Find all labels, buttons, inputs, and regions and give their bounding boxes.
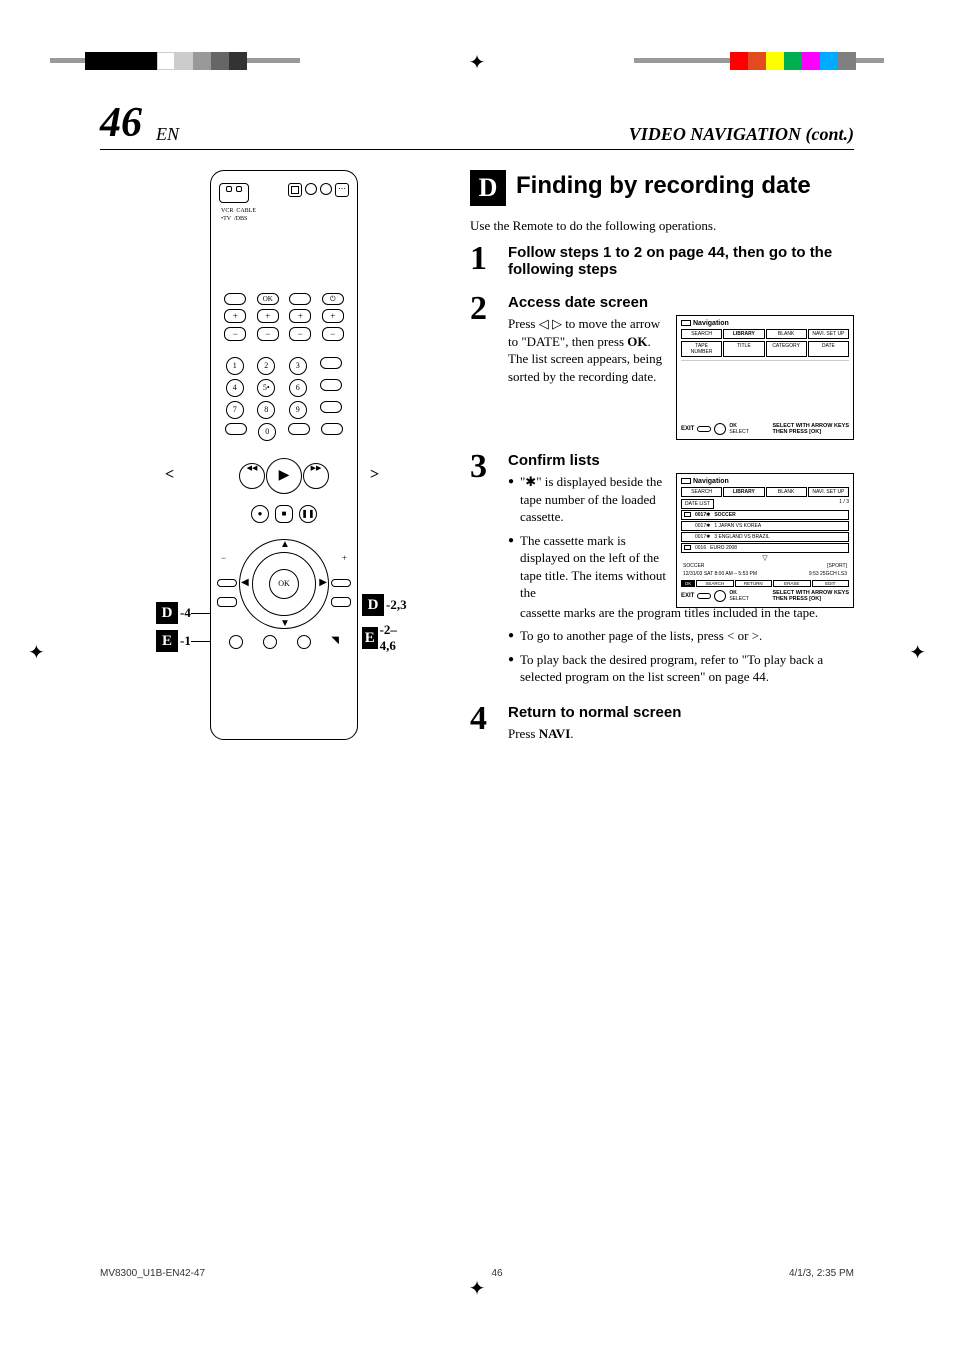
remote-body: ⋯ VCR CABLE •TV /DBS OK ⏻ ++++ −−−− 123 … (210, 170, 358, 740)
remote-minus-row[interactable]: −−−− (219, 327, 349, 341)
step-2: 2 Access date screen Press ◁ ▷ to move t… (470, 292, 854, 440)
remote-rec-button[interactable]: ● (251, 505, 269, 523)
page-header: 46 EN VIDEO NAVIGATION (cont.) (100, 110, 854, 150)
callout-d23: D-2,3 (362, 594, 407, 616)
section-title: Finding by recording date (516, 170, 811, 199)
footer-page: 46 (491, 1268, 502, 1279)
remote-ok-button[interactable]: OK (257, 293, 279, 305)
callout-angle-right: > (370, 466, 379, 484)
remote-switch-label: VCR CABLE •TV /DBS (221, 207, 349, 223)
color-swatches (730, 52, 856, 70)
section-heading: D Finding by recording date (470, 170, 854, 206)
print-footer: MV8300_U1B-EN42-47 46 4/1/3, 2:35 PM (100, 1268, 854, 1279)
section-letter-box: D (470, 170, 506, 206)
step-3-bullets: "✱" is displayed beside the tape number … (508, 473, 666, 602)
section-intro: Use the Remote to do the following opera… (470, 218, 854, 234)
step-3-continuation: cassette marks are the program titles in… (508, 604, 854, 622)
footer-file: MV8300_U1B-EN42-47 (100, 1268, 205, 1279)
remote-stop-button[interactable]: ■ (275, 505, 293, 523)
osd-screenshot-2: Navigation SEARCHLIBRARYBLANKNAVI. SET U… (676, 473, 854, 608)
bw-swatches (85, 52, 247, 70)
callout-angle-left: < (165, 466, 174, 484)
footer-timestamp: 4/1/3, 2:35 PM (789, 1268, 854, 1279)
header-title: VIDEO NAVIGATION (cont.) (629, 124, 854, 145)
remote-illustration: < > D-4 E-1 D-2,3 E-2–4,6 (100, 170, 390, 740)
step-2-text: Press ◁ ▷ to move the arrow to "DATE", t… (508, 315, 666, 385)
registration-mark-icon: ✦ (469, 1276, 486, 1301)
registration-mark-icon: ✦ (469, 50, 486, 75)
step-4-text: Press NAVI. (508, 725, 854, 743)
step-3-bullets-wide: To go to another page of the lists, pres… (508, 627, 854, 686)
remote-digit-row[interactable]: 45•6 (219, 379, 349, 397)
page-number: 46 (100, 99, 142, 147)
callout-e246: E-2–4,6 (362, 622, 403, 654)
osd-screenshot-1: Navigation SEARCHLIBRARYBLANKNAVI. SET U… (676, 315, 854, 440)
step-1: 1 Follow steps 1 to 2 on page 44, then g… (470, 242, 854, 282)
remote-dpad-ok[interactable]: OK (269, 569, 299, 599)
step-3: 3 Confirm lists "✱" is displayed beside … (470, 450, 854, 692)
remote-plus-row[interactable]: ++++ (219, 309, 349, 323)
remote-pause-button[interactable]: ❚❚ (299, 505, 317, 523)
remote-power-button[interactable]: ⏻ (322, 293, 344, 305)
registration-mark-icon: ✦ (909, 640, 926, 665)
registration-mark-icon: ✦ (28, 640, 45, 665)
remote-digit-row[interactable]: 123 (219, 357, 349, 375)
remote-digit-row[interactable]: 789 (219, 401, 349, 419)
step-4: 4 Return to normal screen Press NAVI. (470, 702, 854, 743)
page-lang: EN (156, 124, 179, 145)
remote-dpad[interactable]: OK ▲ ▼ ◀ ▶ − + (239, 539, 329, 629)
remote-digit-row[interactable]: 0 (219, 423, 349, 441)
